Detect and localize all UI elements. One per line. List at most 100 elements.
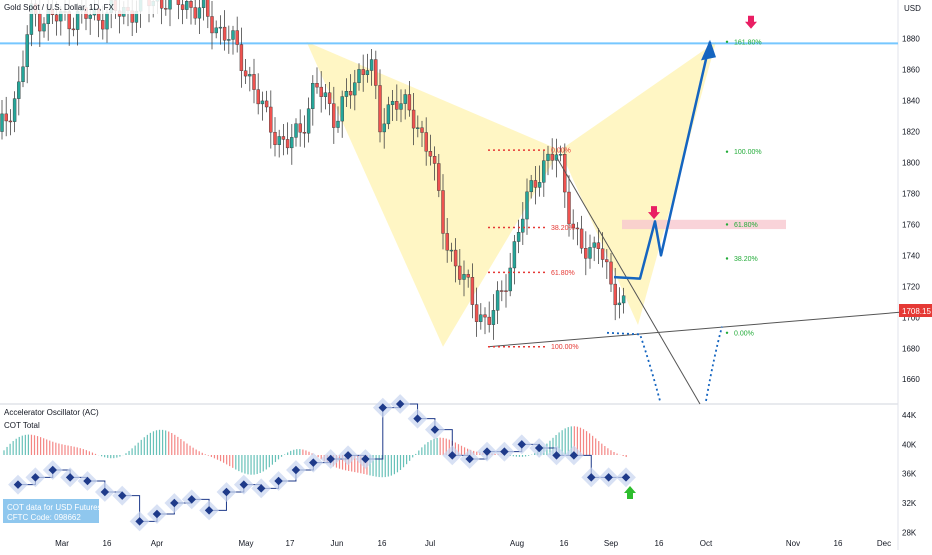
cot-point (552, 451, 561, 460)
cot-point (569, 451, 579, 460)
oscillator-tick-label: 40K (902, 440, 917, 449)
cot-point (222, 487, 231, 497)
candle-body (4, 113, 8, 122)
candle-body (621, 295, 626, 304)
price-tick-label: 1680 (902, 344, 920, 353)
candle-body (521, 218, 525, 233)
fib-extension-label: 0.00% (734, 330, 754, 337)
candle-body (344, 91, 349, 97)
candle-body (445, 233, 449, 251)
cot-point (170, 498, 179, 508)
candle-body (395, 101, 399, 110)
candle-body (575, 227, 580, 230)
cot-point (239, 480, 249, 489)
candle-body (8, 120, 13, 123)
candle-body (407, 94, 412, 111)
candle-body (218, 26, 223, 29)
candle-body (336, 120, 340, 128)
candle-body (222, 26, 227, 41)
candle-body (210, 16, 214, 34)
candle-body (21, 66, 25, 83)
candle-body (327, 92, 332, 104)
candle-body (285, 139, 290, 149)
candle-body (449, 249, 454, 252)
candle-body (180, 4, 185, 10)
projection-path (613, 41, 712, 280)
candle-body (176, 0, 181, 5)
candle-body (416, 127, 420, 129)
fib-extension-dot (725, 257, 729, 260)
candle-body (420, 127, 424, 133)
projection-arrowhead (701, 39, 716, 61)
cot-point (326, 454, 335, 464)
fib-extension-label: 38.20% (734, 256, 758, 263)
candle-body (0, 113, 4, 132)
candle-body (42, 23, 46, 32)
candle-body (504, 290, 508, 292)
candle-body (71, 28, 76, 31)
time-tick-label: 16 (834, 539, 843, 548)
candle-body (516, 232, 521, 242)
candle-body (617, 302, 622, 306)
candle-body (88, 14, 92, 19)
cot-line-group (8, 394, 636, 532)
title-bg (0, 0, 160, 14)
candle-body (201, 0, 206, 8)
cot-point (187, 495, 196, 504)
candle-body (185, 1, 189, 10)
oscillator-tick-label: 28K (902, 528, 917, 537)
candle-body (214, 27, 218, 34)
price-tick-label: 1740 (902, 251, 920, 260)
candle-body (105, 12, 109, 30)
fib-extension-dot (725, 223, 729, 226)
candle-body (260, 100, 265, 105)
candle-body (558, 154, 563, 156)
candle-body (168, 0, 172, 10)
candle-body (298, 123, 302, 133)
candle-body (340, 96, 344, 122)
fib-retracement-label: 61.80% (551, 270, 575, 277)
candle-body (323, 92, 328, 97)
candle-body (533, 180, 538, 188)
fib-extension-dot (725, 331, 729, 334)
fib-extension-label: 161.80% (734, 39, 762, 46)
candle-body (596, 242, 601, 249)
last-price-badge (899, 304, 932, 317)
candle-body (248, 74, 252, 77)
candle-body (386, 104, 391, 125)
candle-body (554, 154, 559, 161)
time-tick-label: 16 (655, 539, 664, 548)
candle-body (197, 7, 202, 19)
candle-body (462, 274, 466, 280)
descending-trendline (556, 157, 701, 405)
candle-body (500, 290, 504, 292)
time-tick-label: May (238, 539, 253, 548)
candle-body (470, 277, 475, 305)
candle-body (348, 91, 353, 96)
candle-body (571, 223, 575, 229)
candle-body (277, 136, 281, 145)
candle-body (390, 101, 395, 105)
price-tick-label: 1840 (902, 97, 920, 106)
cot-point (500, 447, 509, 456)
support-zone-group (622, 219, 786, 230)
candle-body (361, 69, 365, 75)
candle-body (378, 85, 382, 133)
fib-extension-label: 61.80% (734, 222, 758, 229)
zone-down-arrow (648, 206, 660, 220)
candle-body (25, 34, 29, 68)
candle-body (365, 70, 370, 75)
candle-body (382, 123, 386, 133)
candle-body (613, 283, 617, 306)
candle-body (441, 190, 445, 234)
candle-body (479, 314, 483, 322)
oscillator-tick-label: 32K (902, 499, 917, 508)
candle-body (256, 89, 260, 105)
fib-levels: 0.00% 38.20% 61.80% 100.00% 161.80% 100.00% 61… (488, 39, 762, 351)
cot-point (274, 476, 283, 486)
fib-extension-dot (725, 150, 729, 153)
cot-point (482, 447, 492, 456)
fib-extension-dot (725, 40, 729, 43)
candle-body (437, 163, 441, 191)
